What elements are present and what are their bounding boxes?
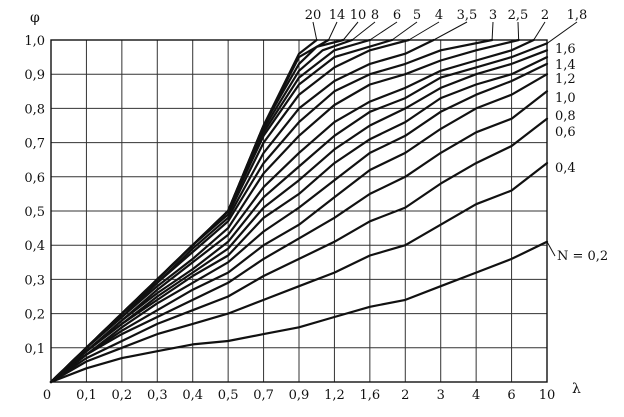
curve-label: 4 bbox=[435, 8, 443, 23]
curves bbox=[49, 38, 549, 384]
curve-label: 10 bbox=[350, 8, 367, 23]
x-axis-ticks: 0,1 0,2 0,3 0,4 0,5 0,7 0,9 1,2 1,6 2 3 4 6 10 bbox=[76, 388, 555, 403]
curve-leader bbox=[328, 21, 338, 41]
curve-leader bbox=[369, 21, 398, 41]
curve-line bbox=[49, 73, 549, 384]
x-tick-label: 0,4 bbox=[182, 388, 203, 403]
y-tick-label: 1,0 bbox=[24, 34, 45, 49]
curve-label: 1,0 bbox=[555, 91, 576, 106]
curve-leader bbox=[517, 21, 520, 41]
plot-frame bbox=[50, 39, 548, 383]
curve-label: N = 0,2 bbox=[557, 249, 608, 264]
x-tick-label: 2 bbox=[401, 388, 409, 403]
curve-label: 2,5 bbox=[508, 8, 529, 23]
x-tick-label: 10 bbox=[539, 388, 556, 403]
x-tick-label: 3 bbox=[437, 388, 445, 403]
x-tick-label: 1,2 bbox=[324, 388, 345, 403]
y-tick-label: 0,8 bbox=[24, 102, 45, 117]
curve-label: 0,8 bbox=[555, 109, 576, 124]
x-tick-label: 0,3 bbox=[147, 388, 168, 403]
curve-label: 1,8 bbox=[567, 8, 588, 23]
x-tick-label: 0,1 bbox=[76, 388, 97, 403]
curve-leader bbox=[391, 21, 418, 41]
curve-leader bbox=[433, 21, 468, 41]
y-origin-label: 0 bbox=[43, 388, 51, 403]
curve-label: 1,4 bbox=[555, 58, 576, 73]
curve-line bbox=[49, 38, 535, 384]
y-tick-label: 0,5 bbox=[24, 205, 45, 220]
x-axis-title: λ bbox=[572, 381, 581, 397]
curve-line bbox=[49, 117, 549, 384]
curve-label: 3,5 bbox=[457, 8, 478, 23]
x-tick-label: 0,7 bbox=[253, 388, 274, 403]
curve-label: 6 bbox=[393, 8, 401, 23]
curve-leader bbox=[546, 21, 578, 44]
curve-label: 5 bbox=[413, 8, 421, 23]
x-tick-label: 1,6 bbox=[360, 388, 381, 403]
curve-leader bbox=[312, 21, 318, 41]
curve-line bbox=[49, 240, 549, 384]
x-tick-label: 0,5 bbox=[218, 388, 239, 403]
y-axis-title: φ bbox=[30, 10, 40, 26]
x-tick-label: 0,9 bbox=[289, 388, 310, 403]
curve-leader bbox=[342, 21, 359, 41]
curve-line bbox=[49, 90, 549, 384]
curve-label: 1,6 bbox=[555, 42, 576, 57]
curve-label: 0,6 bbox=[555, 125, 576, 140]
y-tick-label: 0,3 bbox=[24, 273, 45, 288]
grid bbox=[51, 40, 547, 382]
curve-leader bbox=[491, 21, 494, 41]
curve-leader bbox=[408, 21, 440, 41]
y-tick-label: 0,6 bbox=[24, 171, 45, 186]
y-tick-label: 0,7 bbox=[24, 137, 45, 152]
y-axis-ticks: 0,1 0,2 0,3 0,4 0,5 0,6 0,7 0,8 0,9 1,0 bbox=[24, 34, 45, 357]
y-tick-label: 0,1 bbox=[24, 342, 45, 357]
curve-leader bbox=[533, 21, 546, 41]
curve-label: 3 bbox=[489, 8, 497, 23]
curve-line bbox=[49, 162, 549, 384]
y-tick-label: 0,2 bbox=[24, 308, 45, 323]
curve-line bbox=[49, 38, 318, 384]
curve-label: 0,4 bbox=[555, 161, 576, 176]
curve-labels: N = 0,2 0,4 0,60,8 1,0 1,21,41,6 1,8 2 2,5 3 3,5 4… bbox=[305, 8, 608, 264]
curve-line bbox=[49, 62, 549, 384]
curve-label: 20 bbox=[305, 8, 322, 23]
y-tick-label: 0,4 bbox=[24, 239, 45, 254]
curve-label: 8 bbox=[371, 8, 379, 23]
curve-leader bbox=[351, 21, 376, 41]
curve-label: 14 bbox=[329, 8, 346, 23]
x-tick-label: 6 bbox=[507, 388, 515, 403]
x-tick-label: 4 bbox=[472, 388, 480, 403]
curve-label: 1,2 bbox=[555, 72, 576, 87]
x-tick-label: 0,2 bbox=[112, 388, 133, 403]
curve-line bbox=[49, 49, 549, 384]
curve-leader bbox=[546, 241, 556, 257]
curve-line bbox=[49, 38, 494, 384]
y-tick-label: 0,9 bbox=[24, 68, 45, 83]
curve-label: 2 bbox=[541, 8, 549, 23]
